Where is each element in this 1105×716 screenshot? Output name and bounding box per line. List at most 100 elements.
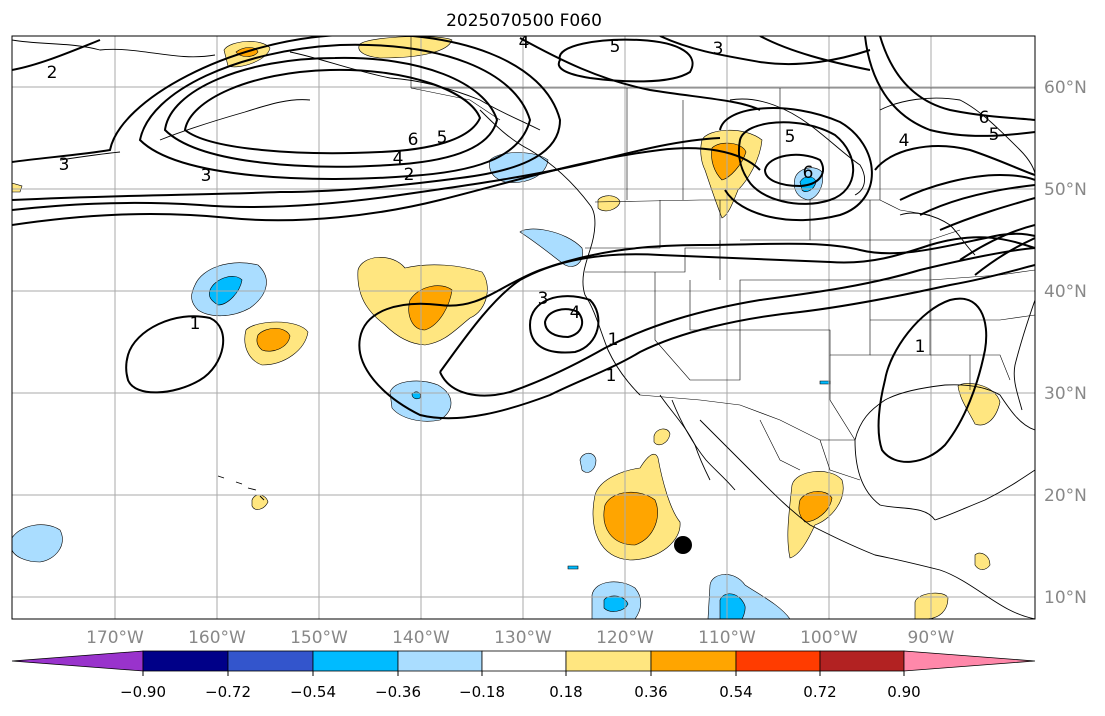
shade-eastpac-core [603, 492, 658, 546]
contour-label: 3 [713, 39, 724, 59]
contour-4-north [519, 37, 761, 111]
colorbar-over-triangle [903, 650, 1036, 672]
contour-6-alaska [183, 68, 482, 155]
contour-2-subtrop [439, 236, 1035, 373]
contour-4-hudson [719, 107, 873, 222]
contour-5-alaska [163, 56, 499, 168]
colorbar-bin [227, 650, 314, 672]
contour-5-east [864, 36, 1035, 137]
contour-label: 1 [606, 366, 617, 386]
lat-label: 20°N [1044, 486, 1087, 506]
colorbar-tick-label: −0.54 [290, 683, 336, 701]
contour-label: 2 [404, 165, 415, 185]
shade-mex-pac-neg [579, 452, 597, 473]
lat-label: 60°N [1044, 78, 1087, 98]
colorbar-tick-label: −0.36 [375, 683, 421, 701]
contour-labels: 1 1 1 1 2 2 3 3 3 3 4 4 4 4 5 5 5 5 6 6 … [47, 33, 1000, 386]
contour-label: 1 [190, 314, 201, 334]
colorbar-ticks [142, 671, 905, 676]
colorbar-tick-label: −0.90 [120, 683, 166, 701]
colorbar-bin [397, 650, 483, 672]
colorbar-tick-label: 0.54 [719, 683, 752, 701]
anomaly-shading [12, 36, 1001, 619]
shade-mexico-core [798, 491, 833, 523]
colorbar-tick-label: 0.72 [803, 683, 836, 701]
map-frame [11, 35, 1036, 620]
lon-label: 170°W [86, 628, 144, 648]
contour-label: 5 [785, 127, 796, 147]
contour-2-wide [12, 39, 721, 211]
storm-marker[interactable] [674, 536, 692, 554]
contour-north-edge [759, 36, 871, 71]
contour-label: 6 [408, 130, 419, 150]
lon-label: 130°W [494, 628, 552, 648]
contour-label: 3 [538, 289, 549, 309]
contour-6-hudson [763, 153, 825, 188]
contour-4-east [874, 145, 1035, 176]
coastlines [12, 39, 1035, 619]
contour-5-north [557, 38, 694, 83]
colorbar-tick-label: 0.36 [634, 683, 667, 701]
colorbar-tick-label: −0.18 [459, 683, 505, 701]
lon-label: 150°W [290, 628, 348, 648]
lon-label: 160°W [188, 628, 246, 648]
lat-axis-labels: 60°N 50°N 40°N 30°N 20°N 10°N [1044, 78, 1087, 608]
lon-label: 90°W [908, 628, 955, 648]
contour-label: 4 [519, 33, 530, 53]
colorbar-bin [312, 650, 399, 672]
lat-label: 40°N [1044, 282, 1087, 302]
contour-label: 3 [59, 155, 70, 175]
contour-label: 1 [915, 337, 926, 357]
colorbar-bin [735, 650, 821, 672]
contour-1-midpac [125, 315, 225, 394]
contour-east-lines [899, 173, 1035, 276]
colorbar-bin [142, 650, 229, 672]
colorbar-tick-labels: −0.90 −0.72 −0.54 −0.36 −0.18 0.18 0.36 … [120, 683, 921, 701]
lat-label: 50°N [1044, 180, 1087, 200]
contour-1-gulf [877, 297, 988, 463]
shade-oregon-neg [519, 228, 583, 267]
lon-label: 140°W [392, 628, 450, 648]
contour-1-mid-north [439, 247, 1035, 397]
contour-label: 6 [803, 163, 814, 183]
contour-label: 4 [570, 303, 581, 323]
colorbar-bin [819, 650, 905, 672]
lat-label: 10°N [1044, 588, 1087, 608]
colorbar-tick-label: −0.72 [205, 683, 251, 701]
lon-label: 100°W [800, 628, 858, 648]
shade-bc-small [597, 195, 621, 212]
contour-6-east [879, 36, 1035, 121]
shade-south-neg-1-core [603, 595, 629, 612]
contour-4-cutoff [543, 308, 584, 339]
shade-canada-core [711, 142, 747, 181]
shade-subtrop-neg-core [411, 391, 421, 400]
political-borders [410, 36, 1035, 481]
contour-1-subtrop [358, 232, 1035, 420]
contour-lower-wave [12, 147, 761, 226]
colorbar-under-triangle [11, 650, 144, 672]
contour-3-north [659, 36, 871, 66]
colorbar [11, 650, 1036, 672]
contour-label: 3 [201, 166, 212, 186]
lat-label: 30°N [1044, 384, 1087, 404]
contour-4-alaska [138, 43, 532, 180]
contour-label: 5 [437, 128, 448, 148]
shade-west-edge-neg [12, 524, 63, 563]
colorbar-tick-label: 0.18 [549, 683, 582, 701]
colorbar-bin [650, 650, 737, 672]
shade-subtrop-core [256, 328, 291, 352]
contour-label: 2 [47, 63, 58, 83]
contour-label: 1 [608, 330, 619, 350]
lon-label: 110°W [698, 628, 756, 648]
height-contours [12, 36, 1035, 463]
shade-baja-small [653, 428, 671, 446]
shade-small-neg-b [567, 565, 579, 570]
contour-label: 5 [989, 125, 1000, 145]
shade-gulf-pos [957, 383, 1001, 426]
colorbar-bin [565, 650, 652, 672]
lon-axis-labels: 170°W 160°W 150°W 140°W 130°W 120°W 110°… [86, 628, 955, 648]
contour-label: 5 [610, 37, 621, 57]
contour-5-hudson [738, 121, 855, 205]
